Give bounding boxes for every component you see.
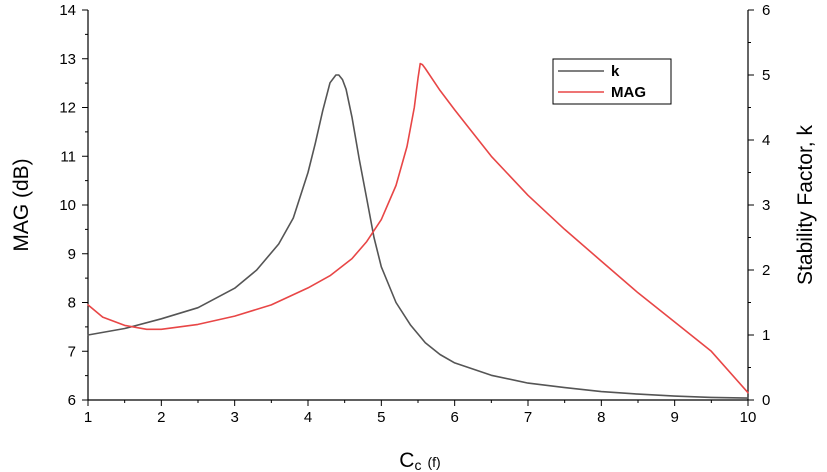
y-left-tick-label: 11 [60,148,76,165]
series-lines [87,62,749,399]
legend-box [552,58,672,105]
y-right-tick-label: 6 [762,2,770,19]
y-axis-left-title: MAG (dB) [10,158,33,251]
y-right-tick-label: 3 [762,197,770,214]
y-axis-right-title: Stability Factor, k [794,125,817,285]
x-axis-title-unit: (f) [427,454,440,470]
x-tick-label: 5 [377,409,385,426]
x-tick-label: 9 [670,409,678,426]
x-tick-label: 6 [450,409,458,426]
x-tick-label: 4 [304,409,312,426]
y-right-tick-label: 0 [762,392,770,409]
y-left-tick-label: 10 [59,197,76,214]
x-tick-label: 2 [157,409,165,426]
y-left-tick-label: 8 [68,295,76,312]
x-axis-title-main: C [399,449,414,472]
y-left-tick-label: 7 [68,343,76,360]
y-left-tick-label: 12 [59,100,76,117]
x-tick-label: 1 [84,409,92,426]
y-left-tick-label: 9 [68,246,76,263]
legend: k MAG [552,58,672,105]
series-line-mag [87,62,749,394]
x-tick-label: 10 [740,409,757,426]
legend-label-k: k [611,63,620,80]
x-axis-title: Cc (f) [399,449,440,472]
y-left-tick-label: 6 [68,392,76,409]
y-right-tick-label: 4 [762,132,770,149]
y-left-tick-label: 14 [59,2,76,19]
x-axis-title-sub: c [414,457,421,472]
x-tick-label: 7 [524,409,532,426]
y-right-tick-label: 1 [762,327,770,344]
x-tick-label: 3 [230,409,238,426]
legend-label-mag: MAG [611,84,646,101]
y-right-tick-label: 5 [762,67,770,84]
x-tick-label: 8 [597,409,605,426]
series-line-k [87,74,749,399]
tick-marks [82,9,754,406]
y-right-tick-label: 2 [762,262,770,279]
y-left-tick-label: 13 [59,51,76,68]
